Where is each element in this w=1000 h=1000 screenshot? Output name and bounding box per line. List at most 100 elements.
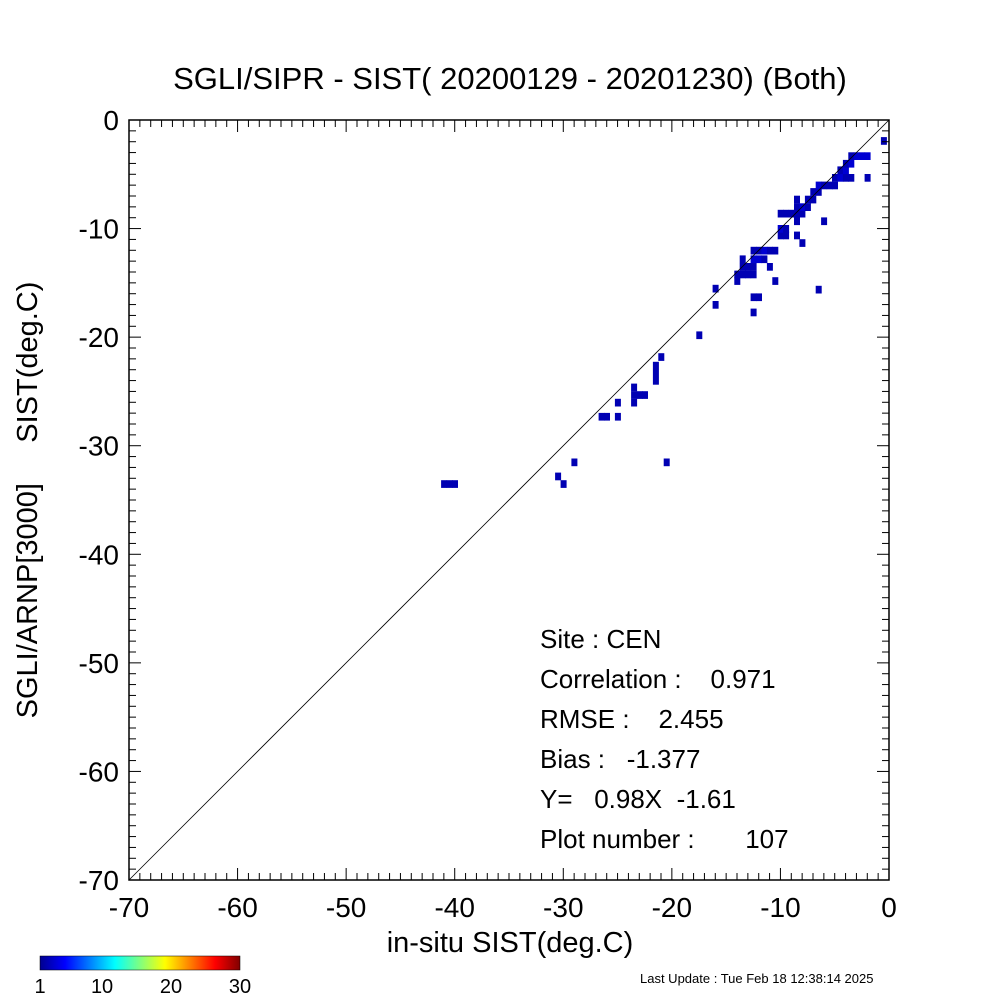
colorbar-tick-label: 20 xyxy=(160,976,182,998)
density-cell xyxy=(750,246,757,255)
density-cell xyxy=(848,174,855,182)
density-cell xyxy=(555,472,562,481)
major-ticks xyxy=(128,119,890,881)
x-axis-label: in-situ SIST(deg.C) xyxy=(387,927,634,959)
density-cell xyxy=(794,203,800,211)
density-cell xyxy=(614,412,621,421)
density-cell xyxy=(446,480,453,488)
density-cell xyxy=(712,301,719,309)
density-cell xyxy=(777,231,784,240)
stat-plot-number: Plot number : 107 xyxy=(540,824,789,854)
x-tick-label: 0 xyxy=(881,892,897,923)
y-tick-label: -70 xyxy=(79,865,119,896)
density-cell xyxy=(799,239,806,247)
x-tick-label: -20 xyxy=(652,892,692,923)
density-cell xyxy=(821,217,828,226)
density-cell xyxy=(750,308,757,317)
density-cell xyxy=(631,391,638,399)
density-cell xyxy=(842,166,849,175)
density-cell xyxy=(810,195,817,204)
density-cell xyxy=(696,331,703,340)
density-cell xyxy=(571,458,578,467)
density-cell xyxy=(560,480,567,488)
density-cell xyxy=(652,377,659,385)
density-cell xyxy=(652,361,659,370)
density-cell xyxy=(756,246,762,255)
density-cell xyxy=(815,188,822,196)
x-tick-label: -70 xyxy=(109,892,149,923)
stats-box: Site : CEN Correlation : 0.971 RMSE : 2.… xyxy=(540,624,789,854)
density-cell xyxy=(794,209,800,218)
density-cell xyxy=(712,284,719,293)
x-tick-label: -40 xyxy=(434,892,474,923)
y-tick-label: -60 xyxy=(79,756,119,787)
density-cell xyxy=(756,293,762,302)
density-cell xyxy=(663,458,670,467)
y-tick-labels: -70 -60 -50 -40 -30 -20 -10 0 xyxy=(79,105,119,896)
density-cell xyxy=(750,293,757,302)
x-tick-labels: -70 -60 -50 -40 -30 -20 -10 0 xyxy=(109,892,897,923)
density-cell xyxy=(761,246,768,255)
density-cell xyxy=(804,203,811,211)
density-cell xyxy=(604,412,610,421)
stat-rmse: RMSE : 2.455 xyxy=(540,704,724,734)
colorbar-tick-label: 1 xyxy=(34,976,45,998)
density-cell xyxy=(772,277,779,285)
x-tick-label: -10 xyxy=(760,892,800,923)
density-cell xyxy=(832,181,838,190)
density-cell xyxy=(652,369,659,378)
density-cell xyxy=(783,225,790,233)
y-tick-label: -30 xyxy=(79,431,119,462)
density-cell xyxy=(810,188,817,196)
density-cell xyxy=(761,255,768,264)
stat-regression: Y= 0.98X -1.61 xyxy=(540,784,736,814)
density-cell xyxy=(756,255,762,264)
density-cell xyxy=(750,255,757,264)
density-cell xyxy=(658,353,665,361)
density-cell xyxy=(842,174,849,182)
y-axis-label: SGLI/ARNP[3000] SIST(deg.C) xyxy=(12,282,44,719)
density-cell xyxy=(441,480,448,488)
density-cell xyxy=(837,174,844,182)
density-cell xyxy=(815,285,822,294)
density-cell xyxy=(794,217,800,226)
stat-correlation: Correlation : 0.971 xyxy=(540,664,776,694)
one-to-one-line xyxy=(128,119,890,881)
density-cell xyxy=(631,398,638,407)
density-cell xyxy=(864,174,871,182)
x-tick-label: -60 xyxy=(217,892,257,923)
stat-bias: Bias : -1.377 xyxy=(540,744,700,774)
colorbar xyxy=(39,955,241,971)
density-cell xyxy=(864,152,871,160)
density-cell xyxy=(880,137,887,145)
density-cell xyxy=(772,246,779,255)
density-cell xyxy=(598,412,605,421)
density-cell xyxy=(734,277,741,285)
colorbar-tick-label: 30 xyxy=(229,976,251,998)
y-tick-label: -10 xyxy=(79,214,119,245)
density-cell xyxy=(745,263,752,271)
density-cell xyxy=(631,383,638,392)
density-cell xyxy=(783,209,790,218)
density-cell xyxy=(636,391,643,399)
density-cell xyxy=(837,166,844,175)
density-cell xyxy=(832,174,838,182)
density-cell xyxy=(614,398,621,407)
density-cell xyxy=(848,152,855,160)
x-tick-label: -30 xyxy=(543,892,583,923)
density-cell xyxy=(794,231,800,240)
density-cell xyxy=(745,270,752,279)
density-cell xyxy=(750,263,757,271)
x-tick-label: -50 xyxy=(326,892,366,923)
density-cell xyxy=(826,181,833,190)
density-cell xyxy=(842,159,849,168)
density-cell xyxy=(859,152,866,160)
density-cell xyxy=(783,231,790,240)
density-cell xyxy=(739,270,746,279)
y-tick-label: 0 xyxy=(103,105,119,136)
y-tick-label: -40 xyxy=(79,539,119,570)
density-cell xyxy=(739,255,746,264)
density-cell xyxy=(794,195,800,204)
density-cell xyxy=(853,152,860,160)
